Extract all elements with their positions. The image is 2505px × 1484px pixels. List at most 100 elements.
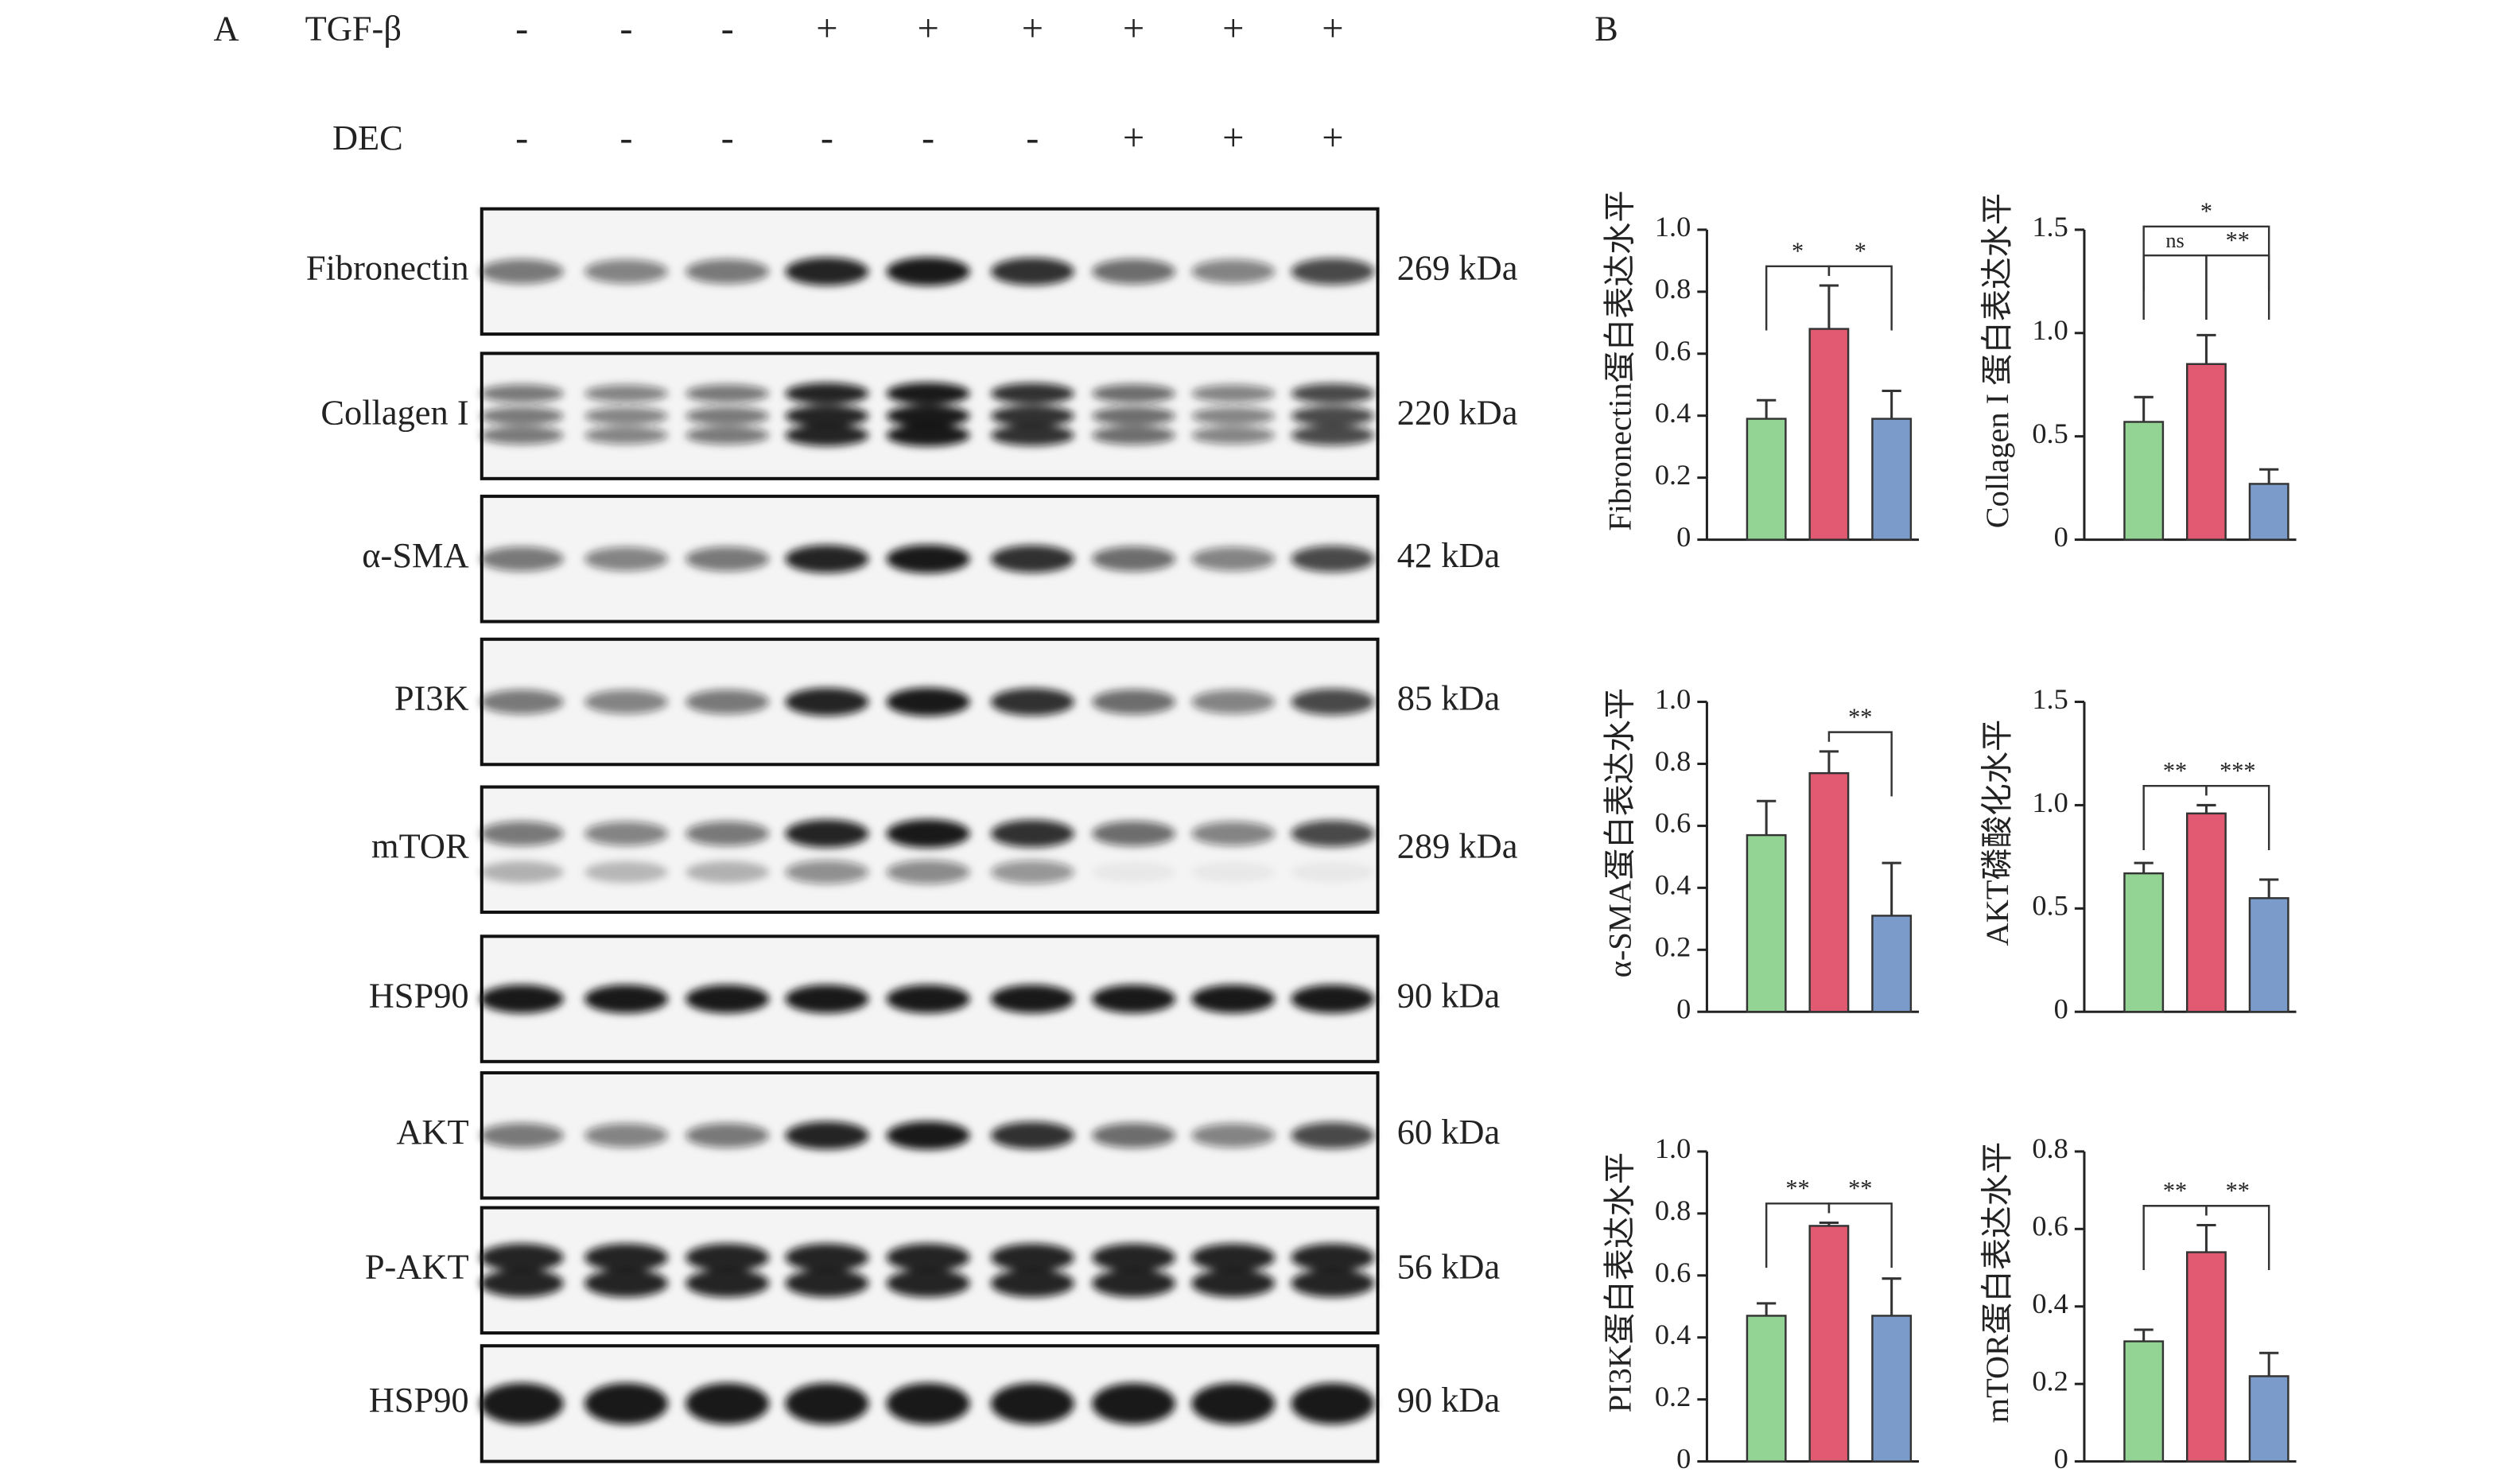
band: [480, 406, 564, 425]
band: [1092, 384, 1176, 403]
error-bar: [2134, 395, 2154, 422]
blot-bands: [480, 382, 1375, 447]
y-axis-label: Collagen I 蛋白表达水平: [1979, 193, 2015, 529]
bar: [2123, 872, 2165, 1013]
error-bar: [1819, 750, 1839, 774]
y-tick-label: 0.8: [1655, 273, 1691, 305]
band: [886, 257, 970, 286]
treatment-mark: +: [917, 8, 938, 50]
band: [1092, 546, 1176, 572]
band: [886, 382, 970, 405]
significance-label: **: [1848, 1175, 1872, 1202]
band: [1092, 1268, 1176, 1298]
y-tick-label: 1.0: [1655, 1132, 1691, 1164]
bar: [2248, 897, 2289, 1013]
significance-label: *: [1792, 238, 1804, 265]
blot-frame: [480, 785, 1380, 915]
band: [1092, 689, 1176, 715]
band: [1291, 425, 1375, 445]
band: [990, 383, 1074, 405]
y-tick-label: 0: [1676, 1443, 1691, 1474]
band: [1291, 406, 1375, 426]
band: [1291, 383, 1375, 404]
band: [1291, 862, 1375, 882]
treatment-mark: +: [1022, 8, 1043, 50]
y-tick-label: 0.6: [1655, 807, 1691, 839]
treatment-label: TGF-β: [305, 9, 402, 49]
blot-bands: [480, 1243, 1375, 1298]
treatment-mark: -: [922, 117, 934, 159]
band: [685, 860, 770, 884]
y-tick-label: 0.2: [1655, 1381, 1691, 1412]
bar: [2123, 421, 2165, 541]
blot-name: Collagen I: [320, 392, 468, 432]
blot-name: mTOR: [371, 826, 469, 865]
band: [785, 860, 869, 884]
y-tick-label: 0: [2054, 993, 2068, 1025]
band: [685, 546, 770, 572]
error-bar: [2196, 1223, 2216, 1253]
band: [1291, 688, 1375, 716]
treatment-mark: -: [821, 117, 833, 159]
bar: [2185, 1251, 2227, 1463]
y-tick-label: 0.6: [1655, 1257, 1691, 1288]
band: [480, 860, 564, 884]
band: [785, 985, 869, 1013]
y-axis-label: Fibronectin蛋白表达水平: [1602, 190, 1638, 530]
bar: [2248, 483, 2289, 541]
bar: [1808, 771, 1850, 1013]
blot-bands: [480, 544, 1375, 573]
band: [685, 1382, 770, 1424]
band: [785, 545, 869, 573]
bar: [1871, 418, 1913, 541]
y-tick-label: 0.4: [1655, 397, 1691, 429]
band: [1291, 820, 1375, 847]
band: [1191, 406, 1276, 425]
y-tick-label: 0.2: [2032, 1366, 2068, 1397]
blot-bands: [480, 819, 1375, 884]
band: [1191, 821, 1276, 846]
bar: [2185, 812, 2227, 1013]
significance-bracket: [2205, 1205, 2270, 1270]
band: [990, 819, 1074, 848]
treatment-mark: +: [1222, 117, 1244, 159]
blot-size: 56 kDa: [1397, 1247, 1501, 1287]
bar: [2123, 1340, 2165, 1463]
band: [990, 545, 1074, 573]
significance-bracket: [2142, 225, 2270, 291]
bar: [1746, 1315, 1787, 1463]
band: [785, 405, 869, 427]
band: [584, 1123, 668, 1148]
significance-label: **: [2163, 1177, 2187, 1204]
band: [785, 383, 869, 405]
band: [785, 1382, 869, 1424]
band: [1291, 258, 1375, 286]
blot-size: 90 kDa: [1397, 975, 1501, 1015]
blot-bands: [480, 687, 1375, 717]
band: [685, 821, 770, 846]
band: [990, 860, 1074, 884]
band: [886, 1243, 970, 1272]
bar: [1746, 833, 1787, 1013]
y-axis-label: α-SMA蛋白表达水平: [1602, 688, 1638, 977]
error-bar: [1819, 1222, 1839, 1226]
treatment-mark: -: [515, 8, 528, 50]
treatment-mark: +: [816, 8, 837, 50]
error-bar: [2134, 1328, 2154, 1342]
band: [1191, 384, 1276, 402]
blot-size: 60 kDa: [1397, 1112, 1501, 1152]
treatment-mark: -: [1026, 117, 1039, 159]
band: [1191, 546, 1276, 571]
significance-bracket: [2205, 254, 2270, 320]
treatment-mark: -: [619, 8, 632, 50]
blot-name: α-SMA: [362, 535, 468, 575]
significance-label: **: [2226, 227, 2250, 254]
band: [480, 821, 564, 846]
y-axis-label: PI3K蛋白表达水平: [1602, 1152, 1638, 1412]
y-tick-label: 0.8: [1655, 745, 1691, 777]
blot-name: Fibronectin: [306, 248, 469, 288]
y-axis-label: mTOR蛋白表达水平: [1979, 1142, 2015, 1424]
blot-size: 220 kDa: [1397, 392, 1518, 432]
bar: [1746, 418, 1787, 541]
y-tick-label: 0.4: [2032, 1288, 2068, 1319]
